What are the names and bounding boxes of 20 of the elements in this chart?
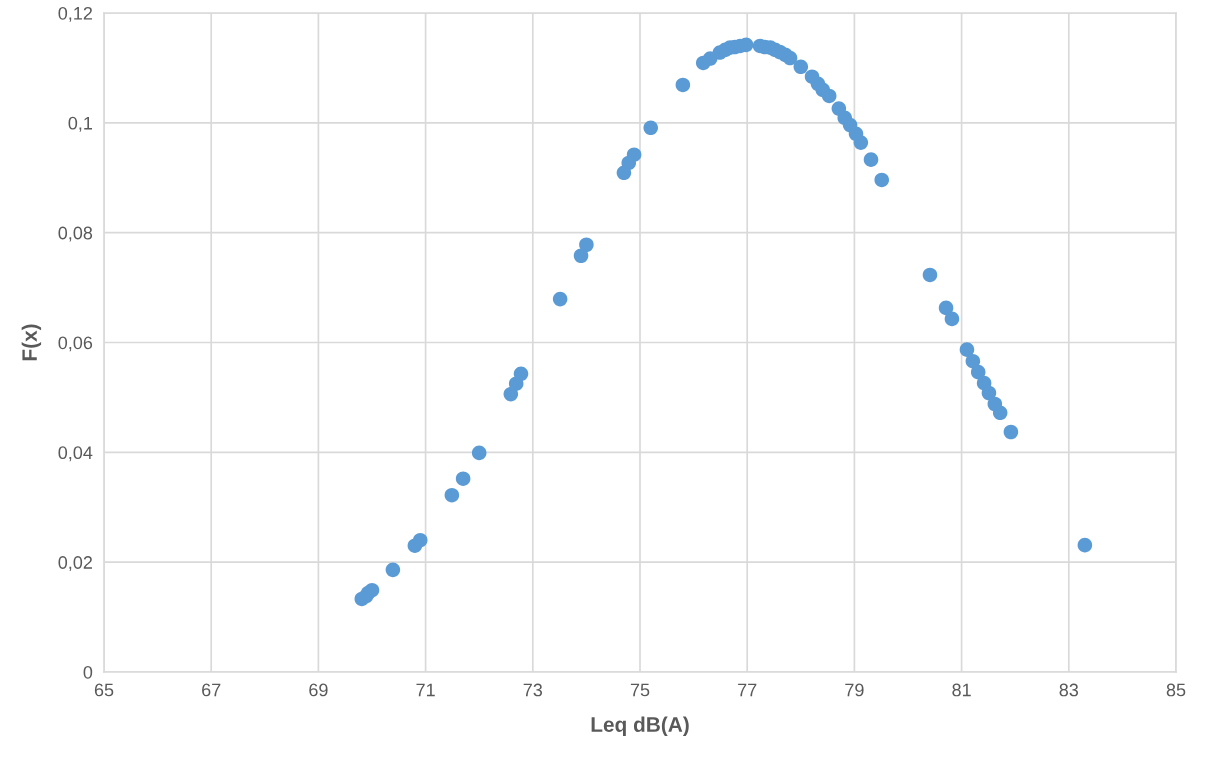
x-tick-label: 75 (630, 683, 650, 697)
y-tick-label: 0,1 (68, 116, 93, 132)
y-tick-label: 0 (83, 665, 93, 679)
x-tick-label: 67 (202, 683, 221, 697)
y-tick-label: 0,04 (58, 446, 93, 462)
x-tick-label: 79 (845, 683, 864, 697)
x-tick-label: 71 (416, 683, 435, 697)
x-tick-label: 81 (952, 683, 971, 697)
y-tick-label: 0,02 (58, 556, 92, 572)
x-tick-label: 73 (523, 683, 543, 697)
y-tick-label: 0,12 (58, 6, 92, 22)
y-tick-label: 0,06 (58, 336, 93, 352)
x-tick-label: 85 (1166, 683, 1186, 697)
y-axis-title: F(x) (21, 324, 42, 361)
x-axis-title: Leq dB(A) (591, 716, 689, 737)
x-tick-label: 77 (738, 683, 757, 697)
x-tick-label: 83 (1059, 683, 1079, 697)
x-tick-label: 65 (94, 683, 114, 697)
x-tick-label: 69 (309, 683, 328, 697)
y-tick-label: 0,08 (58, 226, 93, 242)
